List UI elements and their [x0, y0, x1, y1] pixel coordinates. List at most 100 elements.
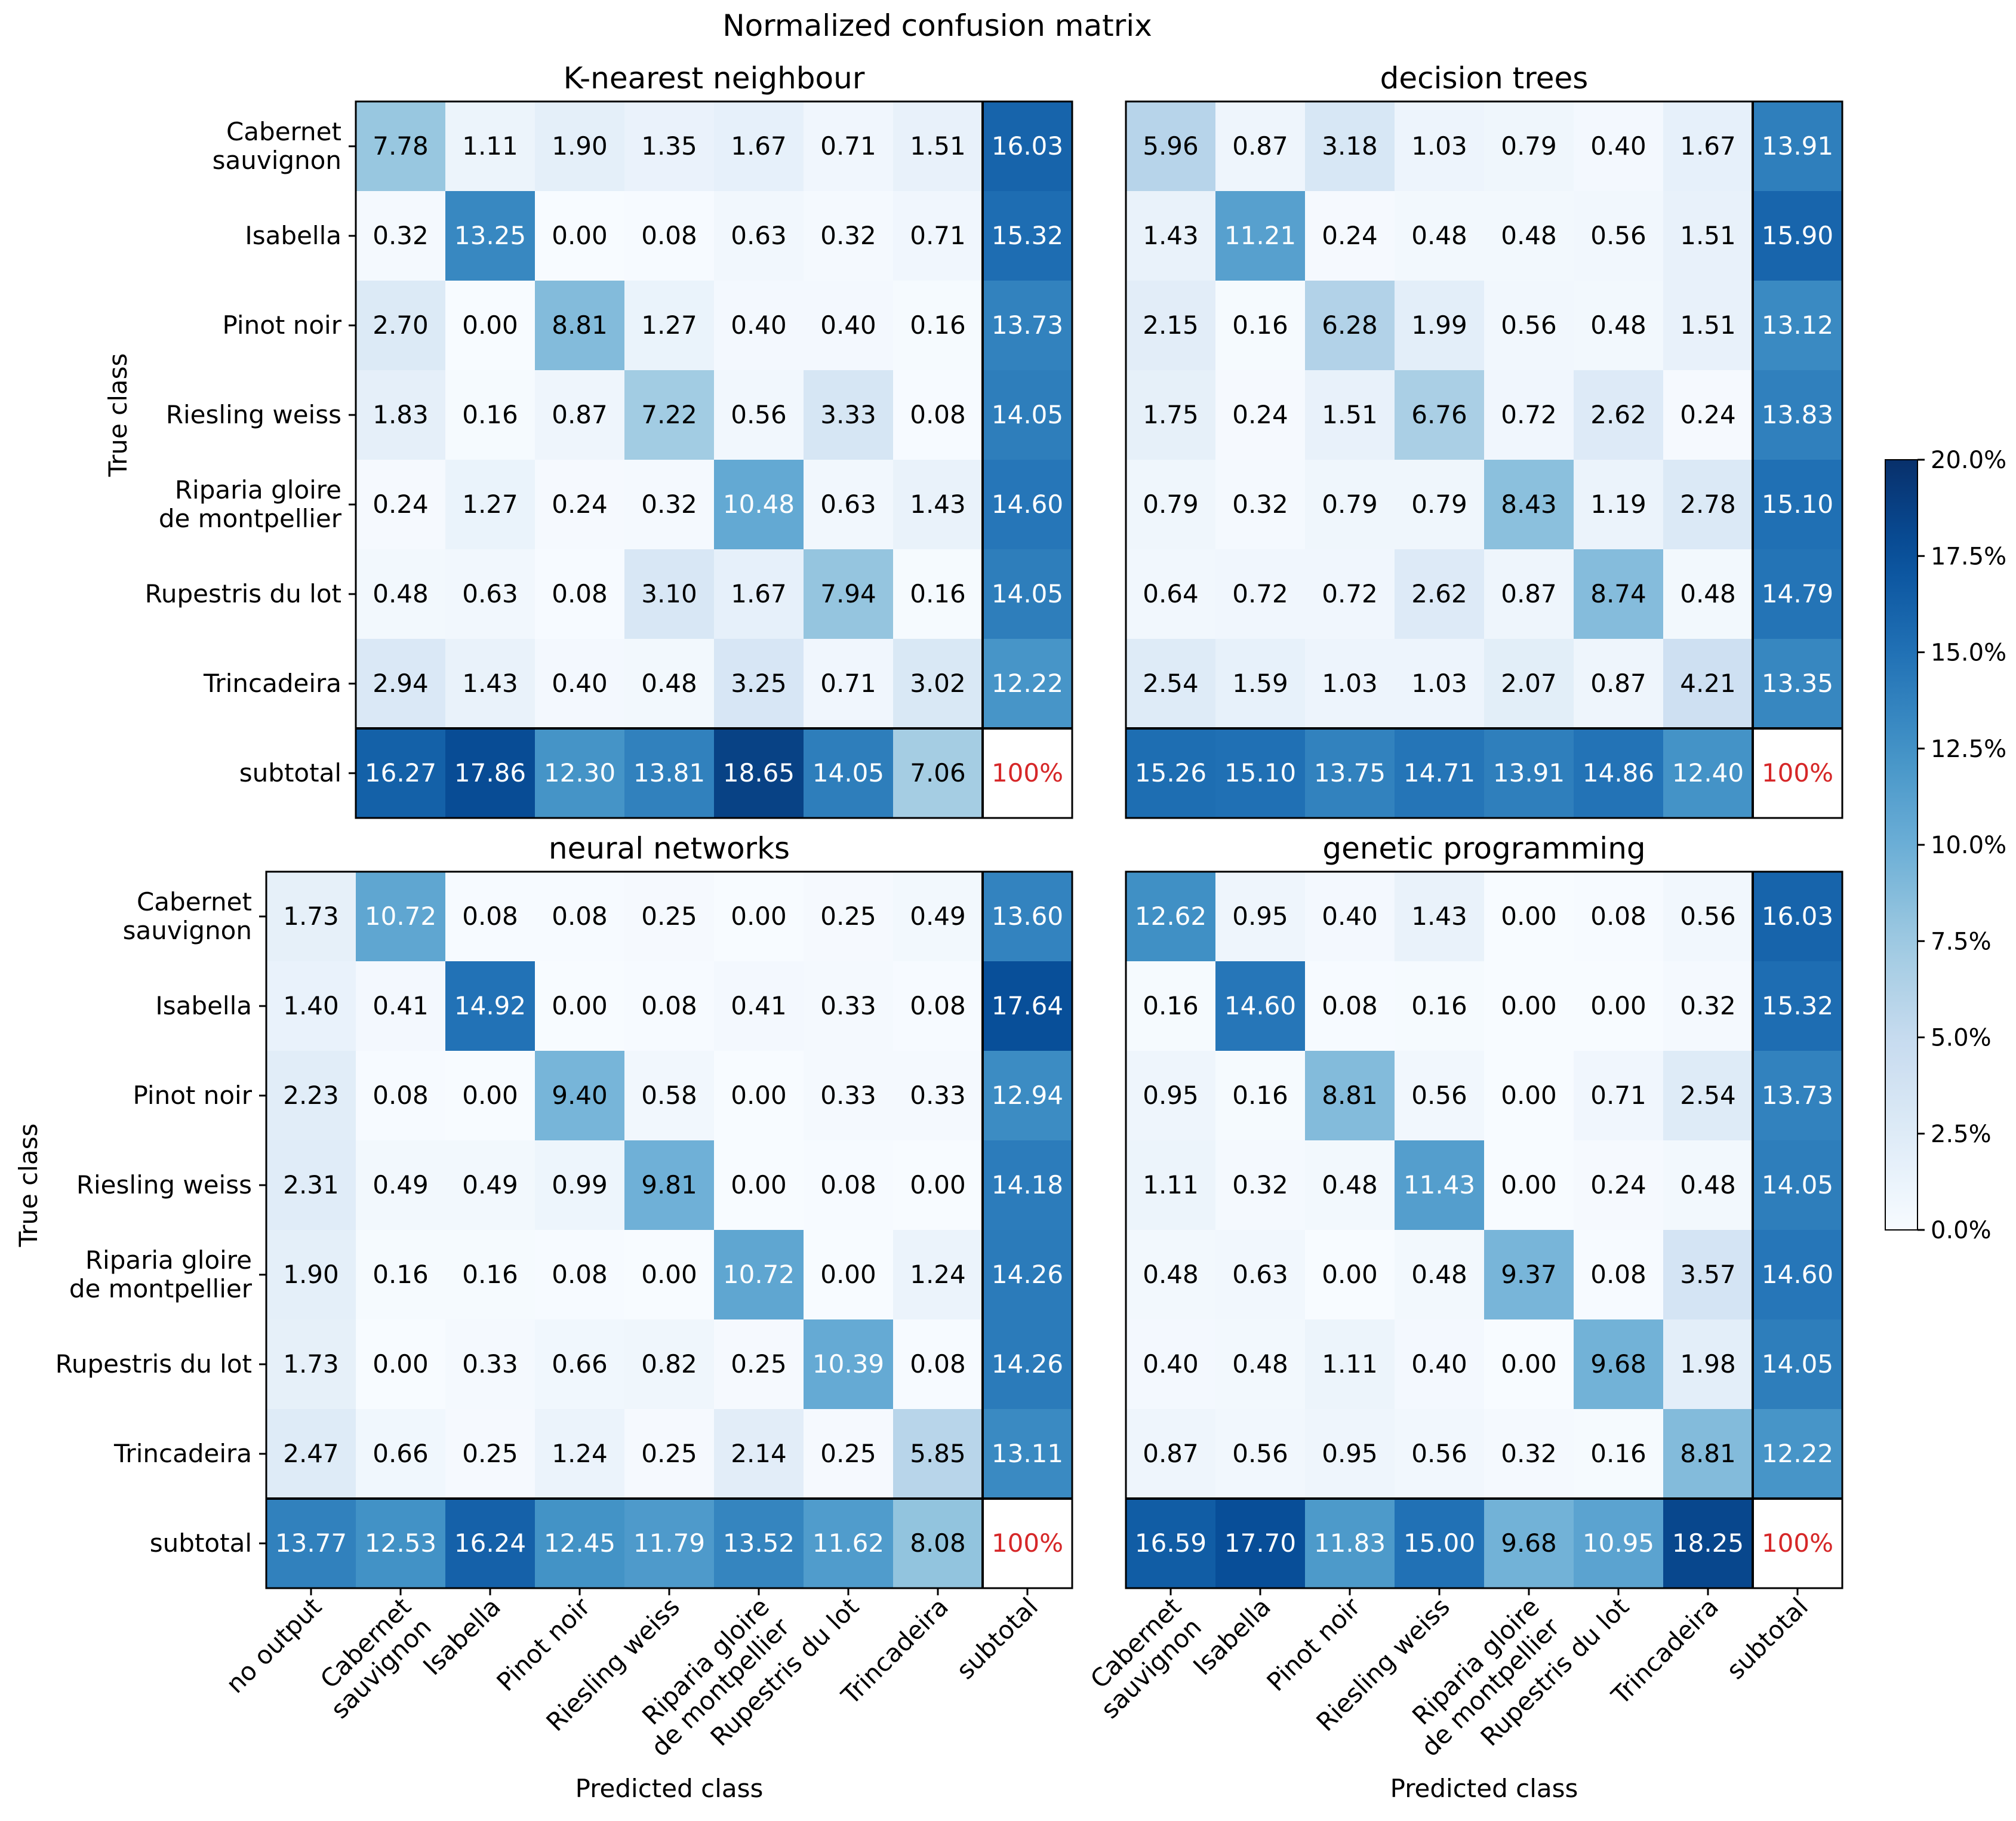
cell-value-label: 17.64 — [992, 991, 1063, 1020]
heatmap-cell — [1395, 1230, 1484, 1319]
heatmap-cell — [893, 281, 983, 370]
heatmap-cell — [1126, 639, 1215, 728]
cell-value-label: 0.56 — [1590, 221, 1646, 250]
cell-value-label: 0.00 — [910, 1170, 966, 1199]
heatmap-cell — [1215, 1051, 1305, 1140]
heatmap-cell — [535, 1499, 624, 1588]
cell-value-label: 1.11 — [1322, 1349, 1378, 1379]
heatmap-cell — [1753, 1499, 1842, 1588]
heatmap-cell — [1126, 1140, 1215, 1230]
heatmap-cell — [714, 281, 804, 370]
cell-value-label: 10.95 — [1583, 1528, 1654, 1558]
heatmap-cell — [535, 872, 624, 961]
heatmap-cell — [804, 1319, 893, 1409]
cell-value-label: 1.67 — [731, 131, 787, 161]
cell-value-label: 1.43 — [462, 669, 518, 698]
colorbar-tick-label: 20.0% — [1931, 447, 2006, 474]
heatmap-cell — [1574, 460, 1663, 549]
cell-value-label: 13.60 — [992, 902, 1063, 931]
heatmap-cell — [445, 872, 535, 961]
cell-value-label: 0.08 — [910, 400, 966, 429]
heatmap-cell — [1574, 1319, 1663, 1409]
cell-value-label: 14.92 — [454, 991, 526, 1020]
heatmap-cell — [1753, 1051, 1842, 1140]
cell-value-label: 8.81 — [552, 310, 608, 340]
cell-value-label: 1.03 — [1322, 669, 1378, 698]
heatmap-cell — [266, 1319, 356, 1409]
heatmap-cell — [356, 1499, 445, 1588]
heatmap-cell — [535, 1230, 624, 1319]
heatmap-cell — [1663, 101, 1753, 191]
heatmap-cell — [1753, 1319, 1842, 1409]
cell-value-label: 15.00 — [1403, 1528, 1475, 1558]
cell-value-label: 0.00 — [641, 1260, 697, 1289]
cell-value-label: 0.08 — [820, 1170, 876, 1199]
cell-value-label: 0.79 — [1411, 490, 1467, 519]
heatmap-cell — [1574, 1140, 1663, 1230]
cell-value-label: 13.91 — [1493, 758, 1565, 788]
cell-value-label: 0.00 — [552, 221, 608, 250]
heatmap-cell — [624, 101, 714, 191]
cell-value-label: 0.00 — [462, 310, 518, 340]
cell-value-label: 1.75 — [1143, 400, 1199, 429]
cell-value-label: 0.63 — [820, 490, 876, 519]
cell-value-label: 0.40 — [552, 669, 608, 698]
cell-value-label: 2.54 — [1680, 1081, 1736, 1110]
heatmap-cell — [714, 961, 804, 1051]
cell-value-label: 3.10 — [641, 579, 697, 608]
heatmap-cell — [1484, 370, 1574, 460]
heatmap-cell — [714, 1140, 804, 1230]
heatmap-cell — [1574, 370, 1663, 460]
cell-value-label: 15.10 — [1224, 758, 1296, 788]
cell-value-label: 1.03 — [1411, 669, 1467, 698]
heatmap-cell — [1484, 101, 1574, 191]
cell-value-label: 1.27 — [641, 310, 697, 340]
heatmap-cell — [1305, 191, 1395, 281]
cell-value-label: 0.00 — [1590, 991, 1646, 1020]
cell-value-label: 0.33 — [462, 1349, 518, 1379]
heatmap-cell — [1215, 1140, 1305, 1230]
cell-value-label: 16.24 — [454, 1528, 526, 1558]
cell-value-label: 2.94 — [373, 669, 429, 698]
cell-value-label: 12.62 — [1135, 902, 1206, 931]
heatmap-cell — [804, 549, 893, 639]
cell-value-label: 0.08 — [552, 1260, 608, 1289]
heatmap-cell — [1484, 460, 1574, 549]
heatmap-cell — [445, 370, 535, 460]
heatmap-cell — [1126, 1319, 1215, 1409]
cell-value-label: 11.21 — [1224, 221, 1296, 250]
cell-value-label: 1.59 — [1232, 669, 1288, 698]
cell-value-label: 15.32 — [1762, 991, 1833, 1020]
cell-value-label: 100% — [1762, 758, 1833, 788]
heatmap-cell — [714, 101, 804, 191]
heatmap-cell — [1753, 101, 1842, 191]
cell-value-label: 0.00 — [731, 902, 787, 931]
heatmap-cell — [1663, 281, 1753, 370]
cell-value-label: 0.00 — [731, 1170, 787, 1199]
heatmap-cell — [1663, 370, 1753, 460]
heatmap-cell — [983, 101, 1072, 191]
cell-value-label: 14.05 — [1762, 1349, 1833, 1379]
heatmap-cell — [1305, 1230, 1395, 1319]
cell-value-label: 0.63 — [731, 221, 787, 250]
heatmap-cell — [1663, 1319, 1753, 1409]
heatmap-cell — [714, 639, 804, 728]
cell-value-label: 0.16 — [1590, 1439, 1646, 1468]
heatmap-cell — [1753, 370, 1842, 460]
cell-value-label: 3.02 — [910, 669, 966, 698]
heatmap-cell — [266, 872, 356, 961]
heatmap-cell — [1215, 549, 1305, 639]
cell-value-label: 0.32 — [820, 221, 876, 250]
cell-value-label: 0.24 — [1322, 221, 1378, 250]
cell-value-label: 0.48 — [1232, 1349, 1288, 1379]
heatmap-cell — [1484, 1230, 1574, 1319]
heatmap-cell — [804, 1051, 893, 1140]
heatmap-cell — [1484, 1051, 1574, 1140]
heatmap-cell — [1305, 460, 1395, 549]
cell-value-label: 0.99 — [552, 1170, 608, 1199]
cell-value-label: 16.03 — [992, 131, 1063, 161]
row-label-trincadeira: Trincadeira — [113, 1439, 252, 1468]
cell-value-label: 1.73 — [283, 1349, 339, 1379]
heatmap-cell — [1753, 639, 1842, 728]
heatmap-cell — [1305, 281, 1395, 370]
